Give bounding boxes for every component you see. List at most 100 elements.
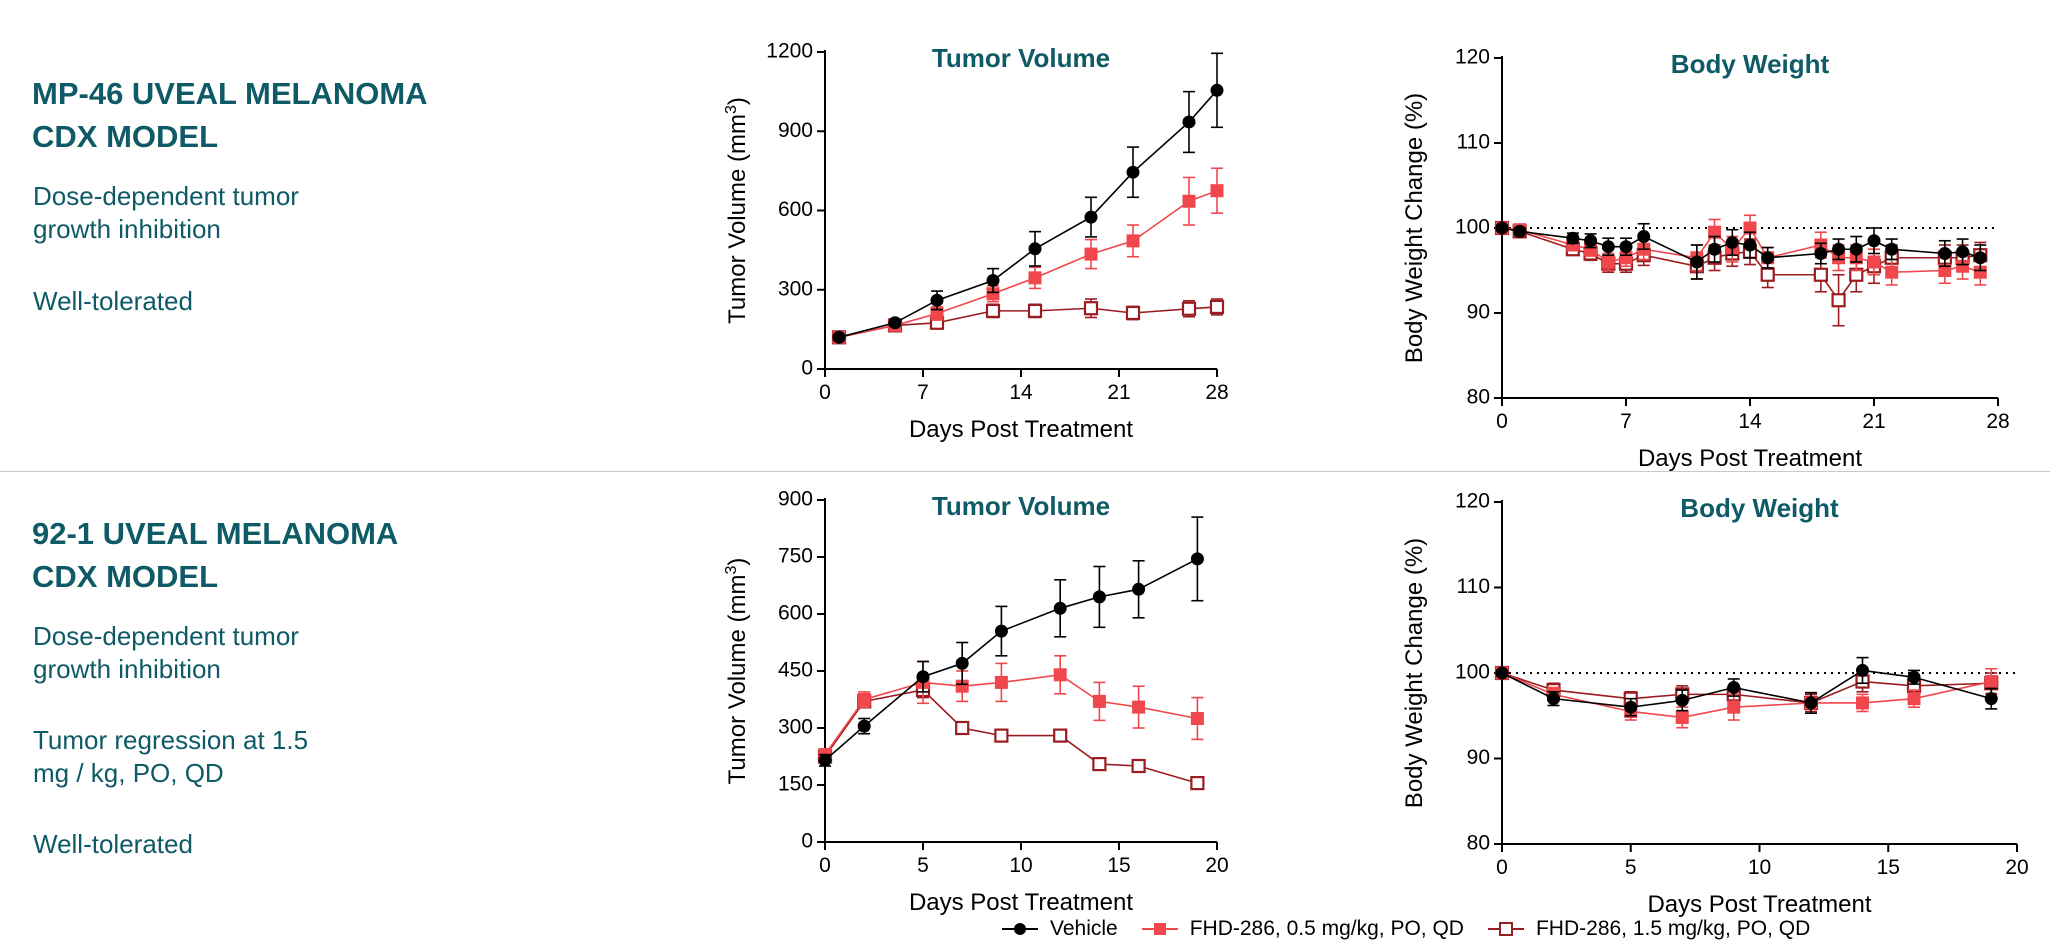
data-point (1761, 251, 1775, 265)
data-point (1132, 700, 1146, 714)
legend-label-low-dose: FHD-286, 0.5 mg/kg, PO, QD (1189, 917, 1464, 940)
data-point (1727, 700, 1741, 714)
data-point (1831, 293, 1846, 308)
description-growth-inhibition: Dose-dependent tumor growth inhibition (33, 620, 299, 686)
x-tick-label: 21 (1107, 381, 1130, 404)
y-tick-label: 120 (1455, 46, 1490, 69)
data-point (1907, 670, 1921, 684)
data-point (1867, 234, 1881, 248)
data-point (1566, 231, 1580, 245)
y-tick-label: 80 (1467, 386, 1490, 409)
model-title-line2: CDX MODEL (32, 559, 218, 594)
y-tick-label: 0 (801, 830, 813, 853)
x-axis-title: Days Post Treatment (909, 416, 1133, 443)
chart-legend: Vehicle FHD-286, 0.5 mg/kg, PO, QD FHD-2… (1000, 914, 1832, 944)
description-line: growth inhibition (33, 214, 221, 244)
data-point (1743, 238, 1757, 252)
data-point (1867, 255, 1881, 269)
y-tick-label: 80 (1467, 832, 1490, 855)
description-line: Well-tolerated (33, 829, 193, 859)
data-point (1956, 259, 1970, 273)
chart-title: Tumor Volume (932, 43, 1110, 73)
data-point (1624, 700, 1638, 714)
y-tick-label: 120 (1455, 490, 1490, 513)
data-point (1973, 251, 1987, 265)
data-point (1210, 184, 1224, 198)
legend-swatch-low-dose-icon (1141, 923, 1178, 935)
y-axis-title: Tumor Volume (mm3) (723, 558, 751, 785)
description-line: Dose-dependent tumor (33, 621, 299, 651)
x-tick-label: 21 (1862, 410, 1885, 433)
chart-921-body-weight: Body Weight 80 90 100 110 120 0 5 10 15 20 Days Pos… (1401, 490, 2029, 918)
data-point (1182, 194, 1196, 208)
model-title-line1: MP-46 UVEAL MELANOMA (32, 76, 428, 111)
legend-swatch-high-dose-icon (1487, 922, 1524, 936)
x-tick-label: 28 (1986, 410, 2009, 433)
data-point (818, 753, 832, 767)
chart-mp46-tumor-volume: Tumor Volume 0 300 600 900 1200 0 7 14 21 28 Days P… (723, 40, 1229, 443)
x-axis-title: Days Post Treatment (909, 889, 1133, 916)
data-point (1495, 221, 1509, 235)
model-title-line2: CDX MODEL (32, 119, 218, 154)
data-point (1053, 601, 1067, 615)
x-tick-label: 7 (917, 381, 929, 404)
data-point (1619, 240, 1633, 254)
description-regression: Tumor regression at 1.5 mg / kg, PO, QD (33, 724, 308, 790)
series-high_dose (817, 681, 1205, 791)
data-point (986, 287, 1000, 301)
legend-label-high-dose: FHD-286, 1.5 mg/kg, PO, QD (1535, 917, 1811, 940)
data-point (994, 675, 1008, 689)
y-axis-title: Body Weight Change (%) (1401, 93, 1428, 363)
data-point (832, 330, 846, 344)
model-title-921: 92-1 UVEAL MELANOMA CDX MODEL (32, 512, 398, 598)
x-tick-label: 15 (1877, 856, 1900, 879)
y-tick-label: 0 (801, 357, 813, 380)
data-point (930, 293, 944, 307)
data-point (1495, 666, 1509, 680)
chart-mp46-body-weight: Body Weight 80 90 100 110 120 0 7 14 21 28 Days Pos… (1401, 46, 2010, 472)
y-axis-title-suffix: ) (724, 558, 751, 566)
y-tick-label: 110 (1457, 575, 1490, 598)
data-point (1182, 115, 1196, 129)
legend-label-vehicle: Vehicle (1050, 917, 1118, 940)
y-tick-label: 750 (778, 545, 813, 568)
series-low_dose (1495, 666, 1998, 729)
data-point (985, 303, 1001, 318)
x-tick-label: 10 (1009, 854, 1032, 877)
data-point (1053, 728, 1068, 743)
data-point (1849, 242, 1863, 256)
y-tick-label: 300 (778, 716, 813, 739)
data-point (1084, 210, 1098, 224)
data-point (1028, 242, 1042, 256)
legend-item-high-dose: FHD-286, 1.5 mg/kg, PO, QD (1486, 917, 1810, 941)
chart-title: Body Weight (1671, 49, 1830, 79)
chart-921-tumor-volume: Tumor Volume 0 150 300 450 600 750 900 0 5 10 15 20 D… (723, 488, 1229, 916)
series-low_dose (1495, 214, 1987, 286)
data-point (1938, 247, 1952, 260)
y-axis-title-suffix: ) (724, 97, 751, 105)
chart-title: Tumor Volume (932, 491, 1110, 521)
data-point (1885, 265, 1899, 279)
data-point (1832, 242, 1846, 256)
data-point (1938, 264, 1952, 277)
x-tick-label: 20 (2005, 856, 2028, 879)
data-point (1856, 696, 1869, 710)
y-axis-title: Tumor Volume (mm3) (723, 97, 751, 324)
data-point (986, 274, 1000, 288)
data-point (1092, 757, 1107, 772)
data-point (1028, 271, 1042, 285)
data-point (1725, 235, 1739, 249)
x-tick-label: 0 (819, 854, 831, 877)
data-point (1885, 242, 1899, 256)
data-point (1131, 758, 1146, 774)
x-tick-label: 20 (1205, 854, 1228, 877)
data-point (1601, 240, 1615, 254)
x-tick-label: 0 (1496, 410, 1508, 433)
data-point (1675, 710, 1689, 724)
data-point (1984, 675, 1998, 689)
data-point (955, 656, 969, 670)
y-tick-label: 110 (1457, 131, 1490, 154)
data-point (1027, 303, 1043, 318)
data-point (888, 316, 902, 330)
x-tick-label: 14 (1009, 381, 1033, 404)
